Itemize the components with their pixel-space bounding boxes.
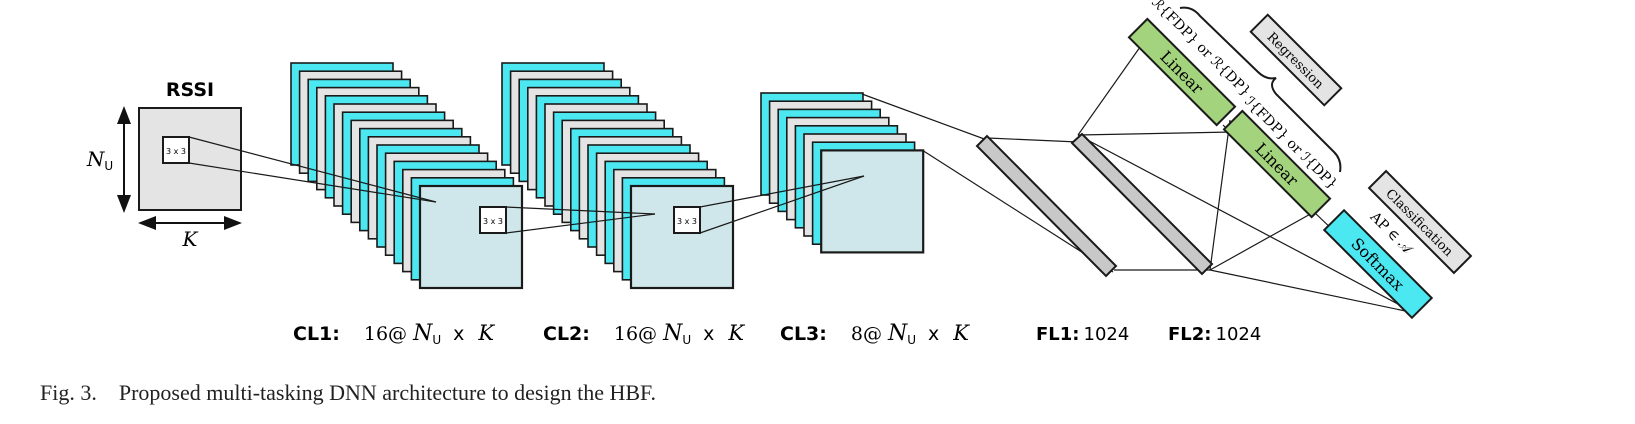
connection-lines xyxy=(188,39,1416,314)
cl2-kernel xyxy=(673,206,701,234)
cl1-label: CL1: 16@ NU x K xyxy=(293,321,495,347)
caption-text: Proposed multi-tasking DNN architecture … xyxy=(118,380,657,405)
figure-number: Fig. 3. xyxy=(40,380,97,405)
cl2-kernel-label: 3 x 3 xyxy=(677,217,697,226)
input-height-symbol: NU xyxy=(86,147,113,173)
fl2-label: FL2: 1024 xyxy=(1168,324,1261,345)
cl2-label: CL2: 16@ NU x K xyxy=(543,321,745,347)
fl1-label: FL1: 1024 xyxy=(1036,324,1129,345)
regression-box: Regression xyxy=(1249,13,1343,107)
cl1-feature-stack xyxy=(290,62,524,290)
cl1-feature-map xyxy=(418,184,524,290)
cl3-feature-stack xyxy=(760,92,925,254)
input-width-symbol: K xyxy=(182,227,199,251)
cl2-feature-map xyxy=(629,184,735,290)
output-brace xyxy=(1179,6,1342,173)
cl1-kernel-label: 3 x 3 xyxy=(483,217,503,226)
cl1-kernel xyxy=(479,206,507,234)
cl3-feature-map xyxy=(820,149,925,254)
figure-caption: Fig. 3. Proposed multi-tasking DNN archit… xyxy=(40,380,656,406)
fl1-bar xyxy=(975,134,1118,278)
input-height-arrow xyxy=(117,106,131,213)
input-title: RSSI xyxy=(166,79,214,101)
cl2-feature-stack xyxy=(501,62,735,290)
input-width-arrow xyxy=(138,216,242,230)
input-kernel-label: 3 x 3 xyxy=(166,147,186,156)
cl3-label: CL3: 8@ NU x K xyxy=(780,321,970,347)
fl2-bar xyxy=(1070,132,1214,276)
input-kernel xyxy=(162,136,190,164)
